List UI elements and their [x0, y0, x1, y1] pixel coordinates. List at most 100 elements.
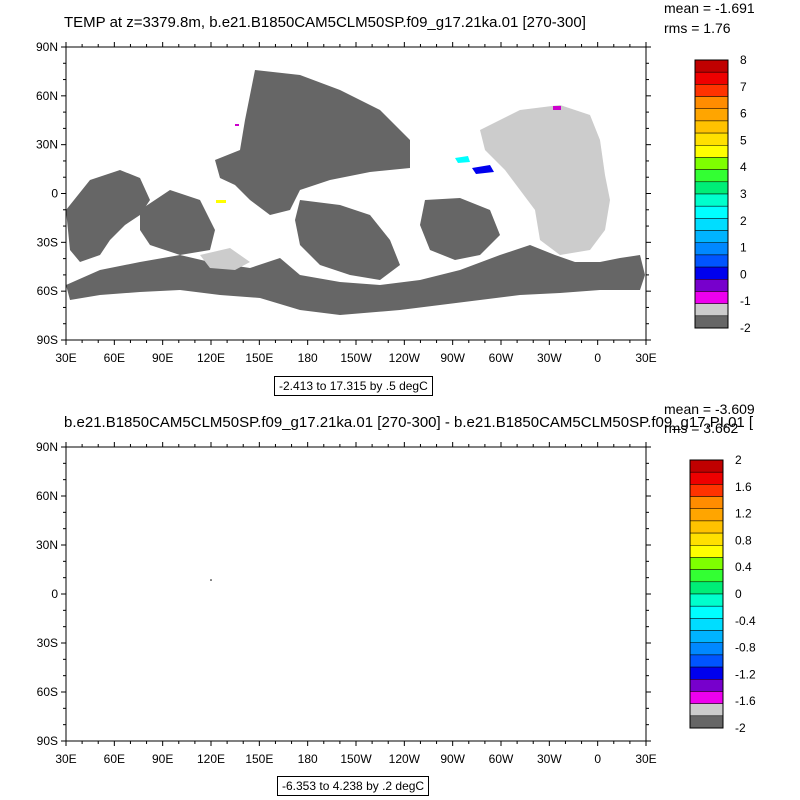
panel1-title: TEMP at z=3379.8m, b.e21.B1850CAM5CLM50S… — [64, 14, 586, 31]
panel1-patch-yellow — [216, 200, 226, 203]
panel1-y-tick-label: 90N — [36, 40, 58, 54]
panel1-region-pacific — [295, 200, 400, 280]
panel1-colorbar-swatch — [694, 145, 729, 158]
panel2-mean: mean = -3.609 — [664, 401, 755, 417]
panel1-colorbar-swatch — [694, 266, 729, 280]
panel1-x-tick-label: 150E — [245, 351, 273, 365]
panel2-colorbar-swatch — [689, 569, 724, 583]
panel2-colorbar-label: 1.6 — [735, 480, 752, 494]
panel1-y-tick-label: 60N — [36, 89, 58, 103]
panel2-colorbar-label: 2 — [735, 453, 742, 467]
panel2-colorbar-label: 0.4 — [735, 560, 752, 574]
panel1-colorbar-swatch — [694, 193, 729, 207]
panel2-colorbar-label: -1.2 — [735, 667, 756, 681]
panel1-colorbar-label: 0 — [740, 267, 747, 281]
panel1-colorbar-label: 7 — [740, 80, 747, 94]
panel1-x-tick-label: 30W — [537, 351, 562, 365]
panel2-colorbar-frame — [689, 459, 724, 729]
panel1-colorbar-swatch — [694, 218, 729, 231]
panel1-colorbar-swatch — [694, 205, 729, 219]
panel2-colorbar-label: -0.8 — [735, 641, 756, 655]
panel1-x-tick-label: 0 — [594, 351, 601, 365]
panel1-colorbar-swatch — [694, 108, 729, 122]
panel2-y-tick-label: 90S — [37, 734, 58, 748]
panel1-patch-cyan — [455, 156, 470, 163]
panel1-colorbar-label: 2 — [740, 214, 747, 228]
panel1-y-tick-label: 60S — [37, 284, 58, 298]
panel2-colorbar-swatch — [689, 581, 724, 595]
panel1-x-tick-label: 60W — [489, 351, 514, 365]
panel1-colorbar-swatch — [694, 157, 729, 170]
panel2-colorbar-swatch — [689, 605, 724, 619]
panel1-x-tick-label: 30E — [55, 351, 76, 365]
panel1-x-tick-label: 90E — [152, 351, 173, 365]
panel2-dot — [210, 579, 212, 581]
panel1-region-atlantic-s — [420, 198, 500, 260]
panel2-y-tick-label: 60S — [37, 685, 58, 699]
panel1-x-tick-label: 120W — [389, 351, 421, 365]
panel1-colorbar-label: -2 — [740, 321, 751, 335]
panel2-colorbar-label: 1.2 — [735, 507, 752, 521]
panel1-colorbar-swatch — [694, 132, 729, 146]
panel2-x-tick-label: 150W — [340, 752, 372, 766]
panel2-colorbar-label: 0 — [735, 587, 742, 601]
panel2-x-tick-label: 60E — [104, 752, 125, 766]
panel2-colorbar-swatch — [689, 618, 724, 631]
panel2-x-tick-label: 150E — [245, 752, 273, 766]
panel2-y-tick-label: 30N — [36, 538, 58, 552]
panel2-colorbar-swatch — [689, 459, 724, 473]
panel1-colorbar-swatch — [694, 181, 729, 195]
panel2-colorbar-swatch — [689, 654, 724, 668]
panel2-x-tick-label: 30E — [635, 752, 656, 766]
panel2-colorbar-swatch — [689, 532, 724, 546]
panel1-colorbar-swatch — [694, 84, 729, 97]
panel2-colorbar-swatch — [689, 557, 724, 570]
panel2-colorbar-swatch — [689, 471, 724, 485]
panel1-map-field — [66, 70, 645, 315]
panel2-colorbar-swatch — [689, 593, 724, 607]
panel1-region-asia — [215, 70, 410, 215]
panel2-colorbar-swatch — [689, 679, 724, 692]
panel1-colorbar-label: 5 — [740, 133, 747, 147]
panel1-colorbar-swatch — [694, 96, 729, 109]
panel1-mean: mean = -1.691 — [664, 0, 755, 16]
panel1-colorbar-label: 3 — [740, 187, 747, 201]
panel2-colorbar-swatch — [689, 666, 724, 680]
panel2-x-tick-label: 120E — [197, 752, 225, 766]
panel1-colorbar-swatch — [694, 303, 729, 317]
panel1-colorbar-label: 8 — [740, 53, 747, 67]
panel1-region-indian — [140, 190, 215, 255]
panel1-colorbar-label: -1 — [740, 294, 751, 308]
panel2-x-tick-label: 90E — [152, 752, 173, 766]
panel1-colorbar-swatch — [694, 59, 729, 73]
panel1-colorbar-swatch — [694, 279, 729, 292]
panel1-region-south-grey — [200, 248, 250, 270]
panel1-rms: rms = 1.76 — [664, 20, 731, 36]
panel2-x-tick-label: 0 — [594, 752, 601, 766]
panel2-plot-frame — [65, 446, 647, 742]
panel2-colorbar-swatch — [689, 715, 724, 729]
panel2-range-label: -6.353 to 4.238 by .2 degC — [277, 776, 430, 796]
panel2-rms: rms = 3.662 — [664, 420, 739, 436]
panel2-y-tick-label: 0 — [51, 587, 58, 601]
panel2-colorbar-label: -0.4 — [735, 614, 756, 628]
panel2-colorbar-swatch — [689, 496, 724, 509]
panel1-colorbar-swatch — [694, 242, 729, 256]
panel2-colorbar-swatch — [689, 520, 724, 534]
panel1-range-label: -2.413 to 17.315 by .5 degC — [274, 376, 433, 396]
panel2-title: b.e21.B1850CAM5CLM50SP.f09_g17.21ka.01 [… — [64, 414, 754, 431]
panel1-patch-magenta-small — [235, 124, 239, 126]
panel2-x-tick-label: 180 — [298, 752, 318, 766]
panel1-colorbar-swatch — [694, 254, 729, 268]
panel2-colorbar-label: 0.8 — [735, 533, 752, 547]
panel2-x-tick-label: 90W — [440, 752, 465, 766]
panel1-x-tick-label: 30E — [635, 351, 656, 365]
panel1-x-tick-label: 90W — [440, 351, 465, 365]
panel1-patch-magenta — [553, 106, 561, 110]
panel1-y-tick-label: 90S — [37, 333, 58, 347]
panel1-x-tick-label: 150W — [340, 351, 372, 365]
panel1-colorbar-label: 4 — [740, 160, 747, 174]
panel1-colorbar-label: 1 — [740, 241, 747, 255]
panel2-y-tick-label: 90N — [36, 440, 58, 454]
